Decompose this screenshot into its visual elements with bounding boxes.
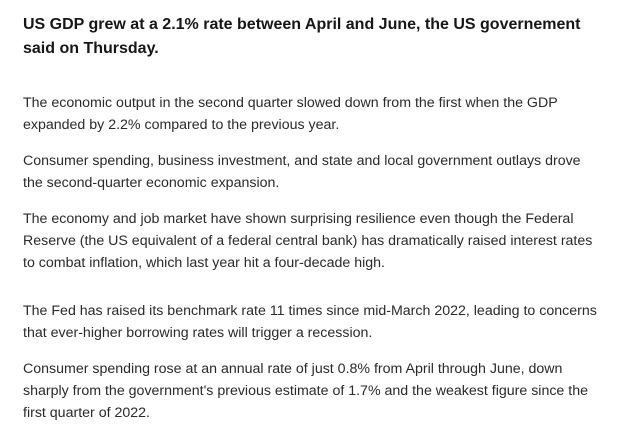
- article-headline: US GDP grew at a 2.1% rate between April…: [23, 16, 581, 57]
- article-paragraph-1: The economic output in the second quarte…: [23, 95, 558, 133]
- article-paragraph-3: The economy and job market have shown su…: [23, 211, 593, 271]
- article-paragraph-4: The Fed has raised its benchmark rate 11…: [23, 303, 597, 341]
- article: US GDP grew at a 2.1% rate between April…: [23, 13, 603, 424]
- article-paragraph-5: Consumer spending rose at an annual rate…: [23, 361, 588, 421]
- article-paragraph-2: Consumer spending, business investment, …: [23, 153, 581, 191]
